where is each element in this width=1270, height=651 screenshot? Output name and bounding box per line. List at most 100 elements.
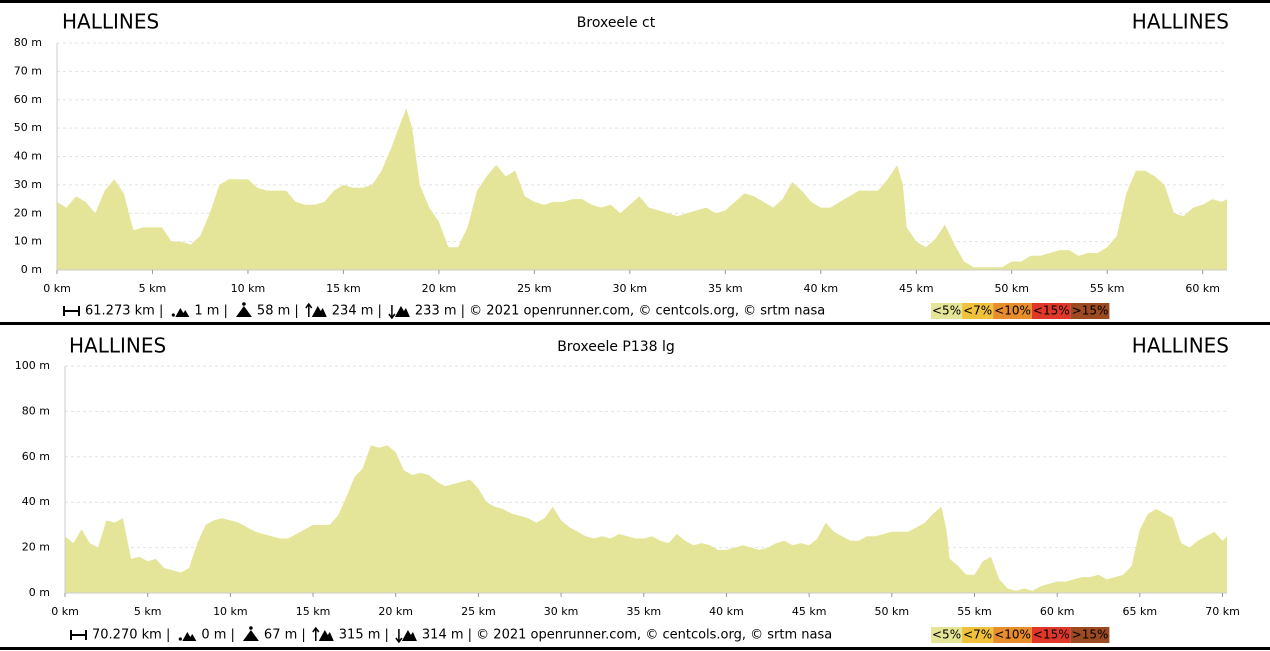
legend-swatch [1070, 627, 1110, 643]
stat-text: 315 m | [339, 628, 389, 643]
x-tick-label: 30 km [613, 282, 648, 295]
border [0, 0, 1270, 3]
chart-title: Broxeele P138 lg [557, 339, 675, 355]
icon-ascent [311, 306, 327, 317]
x-tick-label: 60 km [1040, 605, 1075, 618]
icon-ascent [312, 626, 320, 641]
x-tick-label: 45 km [899, 282, 934, 295]
y-tick-label: 40 m [14, 150, 42, 163]
legend-swatch [931, 627, 963, 643]
start-label: HALLINES [62, 10, 159, 34]
x-tick-label: 50 km [875, 605, 910, 618]
elevation-panel: HALLINES Broxeele ct HALLINES 0 m 10 m 20 m 30… [0, 0, 1270, 325]
end-label: HALLINES [1132, 334, 1229, 358]
stat-text: 61.273 km | [85, 304, 163, 319]
icon-descent [394, 306, 410, 317]
stat-text: 0 m | [201, 628, 235, 643]
legend-label: <10% [994, 628, 1031, 642]
x-tick-label: 60 km [1185, 282, 1220, 295]
x-tick-label: 5 km [139, 282, 167, 295]
legend-label: <10% [994, 304, 1031, 318]
border [0, 647, 1270, 650]
x-tick-label: 5 km [134, 605, 162, 618]
legend-swatch [1031, 627, 1071, 643]
y-tick-label: 70 m [14, 64, 42, 77]
icon-max [242, 302, 246, 306]
x-tick-label: 55 km [1090, 282, 1125, 295]
icon-ascent [305, 302, 313, 317]
legend-swatch [1031, 303, 1071, 319]
x-tick-label: 35 km [626, 605, 661, 618]
icon-min [182, 632, 197, 641]
end-label: HALLINES [1132, 10, 1229, 34]
icon-descent [395, 629, 403, 644]
stat-text: 233 m | © 2021 openrunner.com, © centcol… [415, 304, 825, 319]
y-tick-label: 10 m [14, 235, 42, 248]
x-tick-label: 50 km [994, 282, 1029, 295]
start-label: HALLINES [69, 334, 166, 358]
icon-distance [63, 306, 80, 316]
x-tick-label: 70 km [1205, 605, 1240, 618]
y-tick-label: 0 m [29, 586, 50, 599]
x-tick-label: 20 km [422, 282, 457, 295]
stat-text: 234 m | [332, 304, 382, 319]
icon-max [235, 306, 252, 317]
legend-swatch [993, 303, 1032, 319]
legend-swatch [962, 627, 994, 643]
legend-label: <5% [932, 628, 961, 642]
y-tick-label: 60 m [22, 450, 50, 463]
y-tick-label: 20 m [22, 541, 50, 554]
y-tick-label: 80 m [22, 404, 50, 417]
x-tick-label: 0 km [43, 282, 71, 295]
stat-text: 70.270 km | [92, 628, 170, 643]
x-tick-label: 40 km [709, 605, 744, 618]
x-tick-label: 15 km [326, 282, 361, 295]
icon-min [171, 313, 175, 317]
stat-text: 1 m | [194, 304, 228, 319]
y-tick-label: 80 m [14, 36, 42, 49]
y-tick-label: 0 m [21, 263, 42, 276]
icon-descent [388, 305, 396, 320]
x-tick-label: 20 km [378, 605, 413, 618]
x-tick-label: 15 km [296, 605, 331, 618]
legend-swatch [962, 303, 994, 319]
elevation-area [65, 445, 1227, 593]
legend-label: <15% [1033, 304, 1070, 318]
y-tick-label: 40 m [22, 495, 50, 508]
legend-swatch [993, 627, 1032, 643]
legend-label: >15% [1072, 628, 1109, 642]
x-tick-label: 0 km [51, 605, 79, 618]
x-tick-label: 25 km [461, 605, 496, 618]
legend-swatch [1070, 303, 1110, 319]
x-tick-label: 40 km [803, 282, 838, 295]
legend-label: <7% [963, 304, 992, 318]
icon-descent [401, 630, 417, 641]
x-tick-label: 55 km [957, 605, 992, 618]
elevation-panel: HALLINES Broxeele P138 lg HALLINES 0 m 20 m 4… [0, 334, 1270, 650]
border [0, 322, 1270, 325]
x-tick-label: 10 km [231, 282, 266, 295]
legend-label: <15% [1033, 628, 1070, 642]
x-tick-label: 35 km [708, 282, 743, 295]
y-tick-label: 60 m [14, 93, 42, 106]
legend-swatch [931, 303, 963, 319]
x-tick-label: 65 km [1123, 605, 1158, 618]
y-tick-label: 50 m [14, 121, 42, 134]
icon-min [175, 308, 190, 317]
legend-label: <5% [932, 304, 961, 318]
stat-text: 67 m | [264, 628, 306, 643]
stat-text: 58 m | [257, 304, 299, 319]
y-tick-label: 30 m [14, 178, 42, 191]
y-tick-label: 20 m [14, 206, 42, 219]
chart-title: Broxeele ct [577, 15, 656, 31]
stat-text: 314 m | © 2021 openrunner.com, © centcol… [422, 628, 832, 643]
icon-distance [70, 630, 87, 640]
icon-max [242, 630, 259, 641]
legend-label: <7% [963, 628, 992, 642]
x-tick-label: 45 km [792, 605, 827, 618]
icon-min [178, 637, 182, 641]
icon-max [249, 626, 253, 630]
x-tick-label: 25 km [517, 282, 552, 295]
elevation-area [57, 108, 1227, 270]
